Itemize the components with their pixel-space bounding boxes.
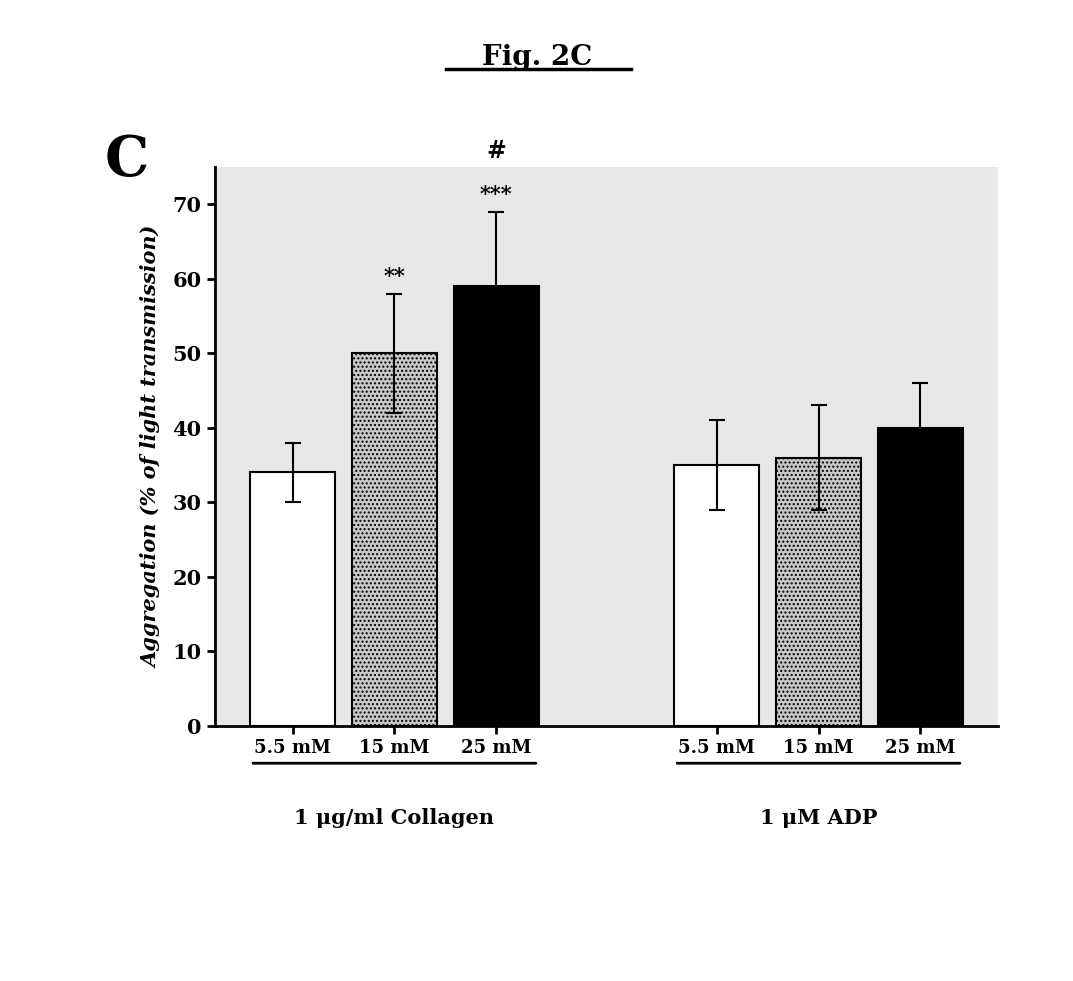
Bar — [776, 457, 861, 726]
Bar — [352, 353, 437, 726]
Text: 1 μM ADP: 1 μM ADP — [760, 808, 877, 828]
Text: C: C — [105, 133, 149, 188]
Y-axis label: Aggregation (% of light transmission): Aggregation (% of light transmission) — [142, 226, 161, 667]
Bar — [674, 465, 759, 726]
Bar — [454, 286, 539, 726]
Text: ***: *** — [480, 184, 512, 204]
Text: **: ** — [383, 266, 406, 286]
Bar — [250, 473, 335, 726]
Text: 1 μg/ml Collagen: 1 μg/ml Collagen — [294, 808, 495, 828]
Text: Fig. 2C: Fig. 2C — [482, 44, 591, 72]
Bar — [878, 428, 962, 726]
Text: #: # — [486, 139, 506, 163]
